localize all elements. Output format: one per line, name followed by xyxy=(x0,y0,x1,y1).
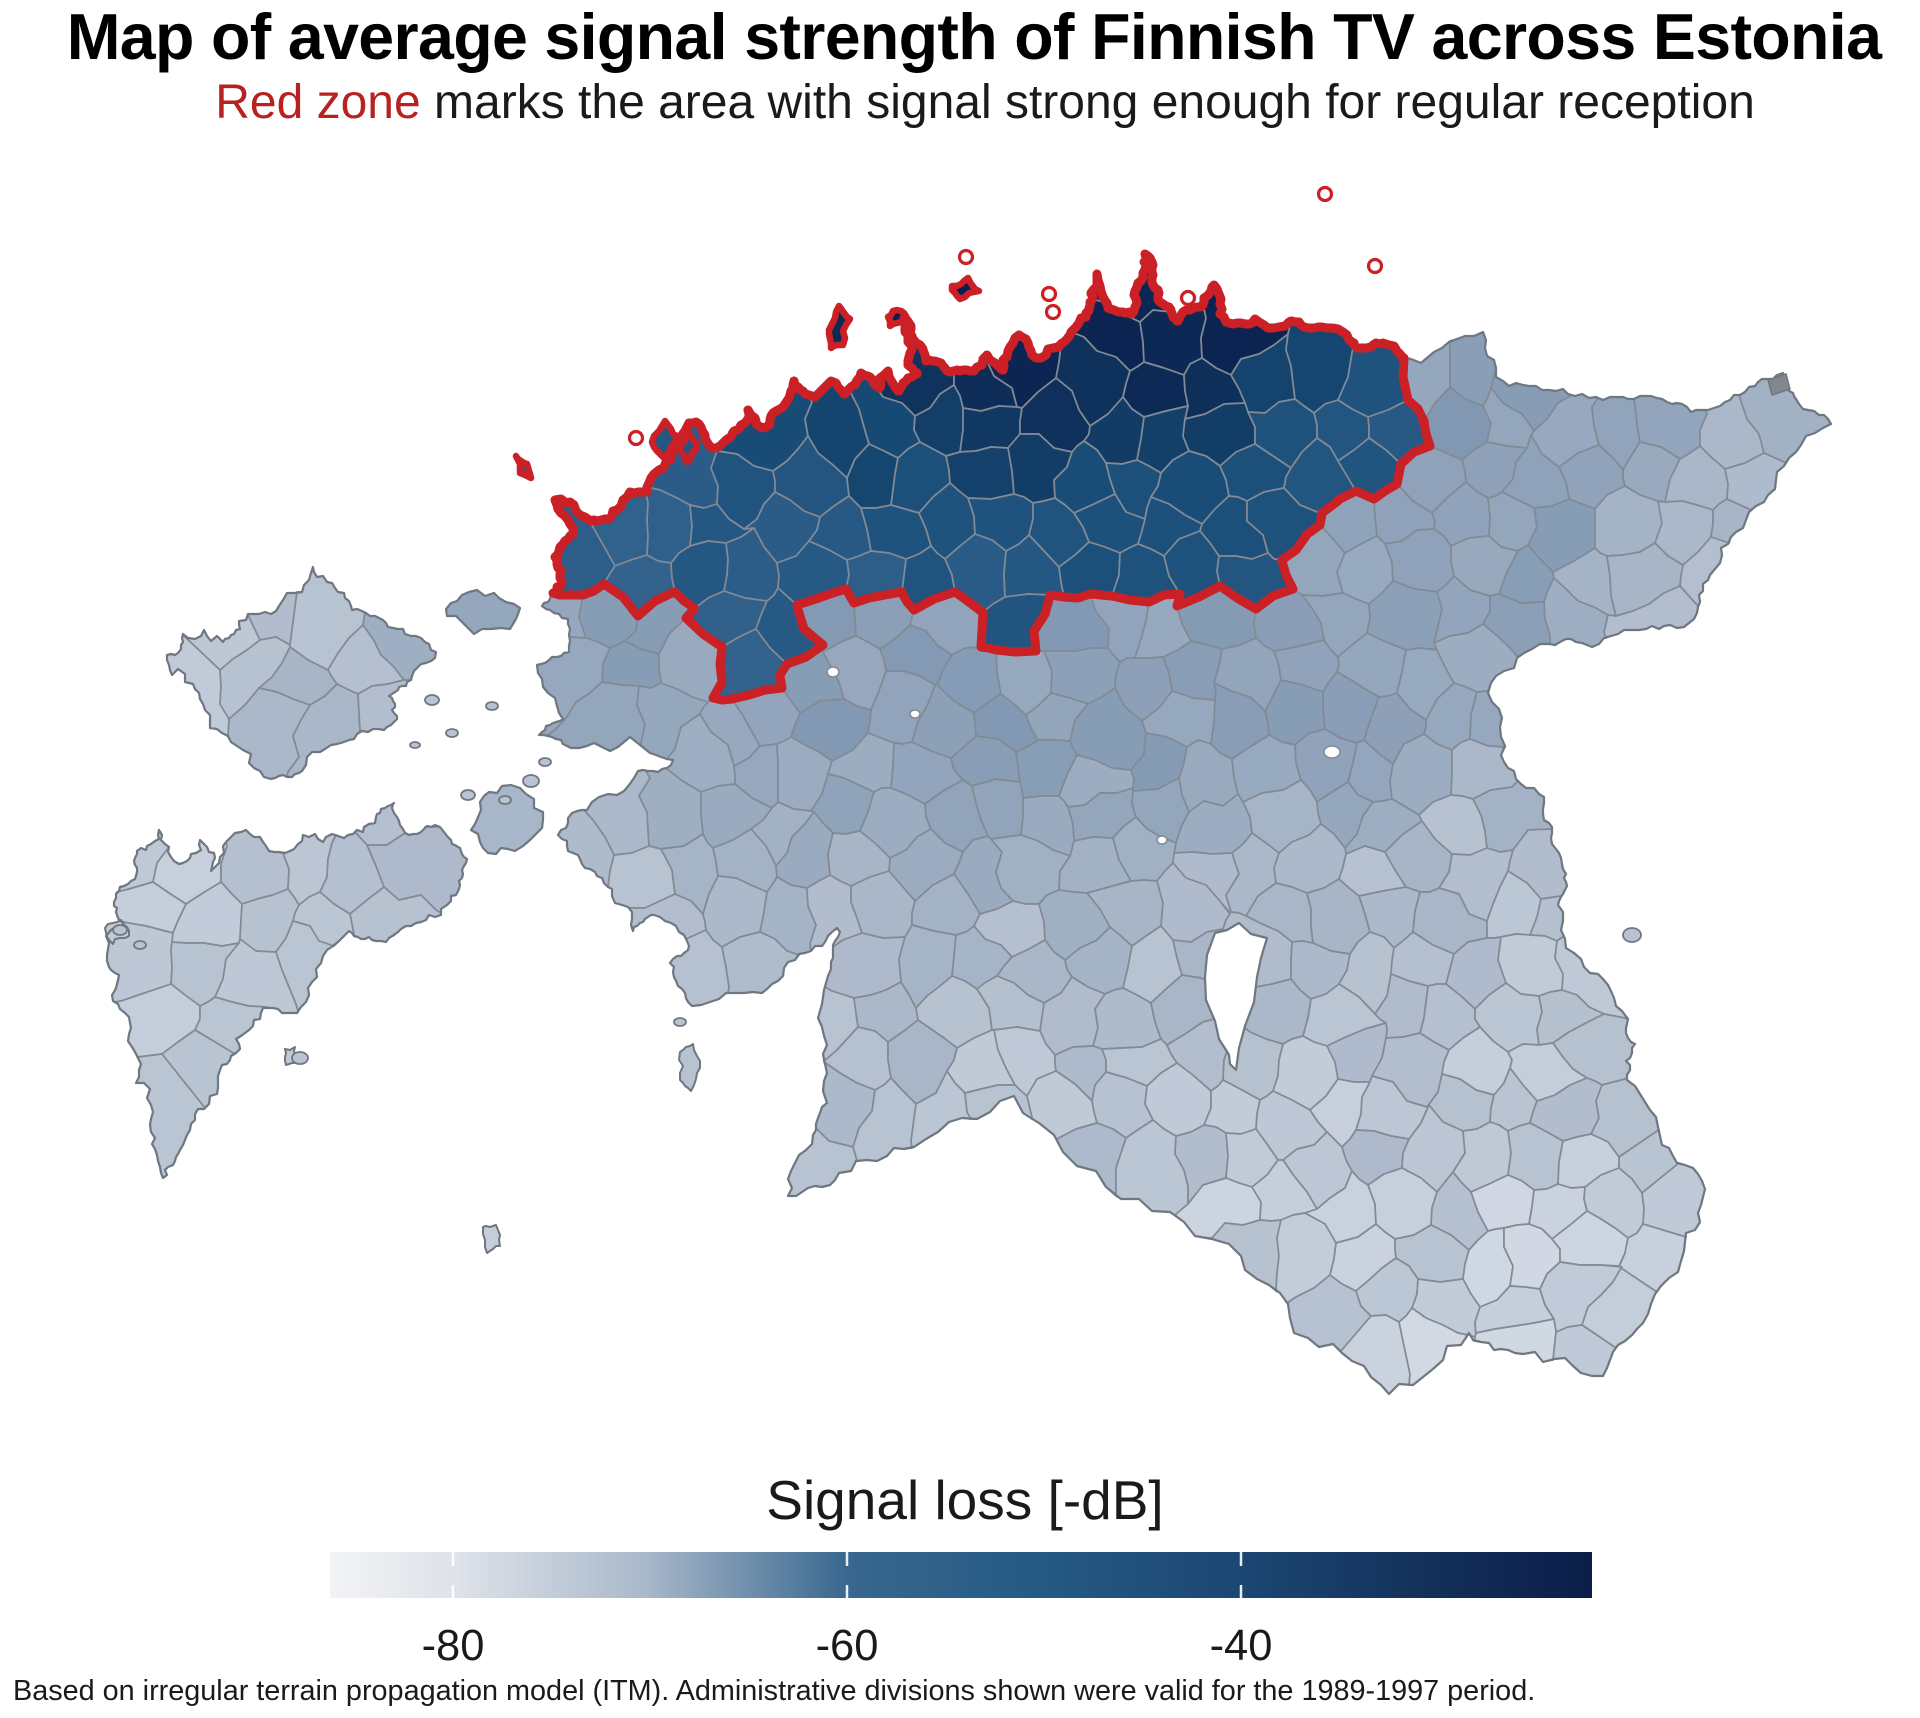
svg-text:Based on irregular terrain pro: Based on irregular terrain propagation m… xyxy=(13,1675,1535,1707)
svg-text:Map of average signal strength: Map of average signal strength of Finnis… xyxy=(67,1,1883,73)
svg-text:Red zone marks the area with s: Red zone marks the area with signal stro… xyxy=(215,76,1755,129)
svg-text:-80: -80 xyxy=(422,1622,485,1670)
svg-text:-60: -60 xyxy=(816,1622,879,1670)
svg-text:Signal loss [-dB]: Signal loss [-dB] xyxy=(766,1469,1163,1531)
svg-text:-40: -40 xyxy=(1210,1622,1273,1670)
